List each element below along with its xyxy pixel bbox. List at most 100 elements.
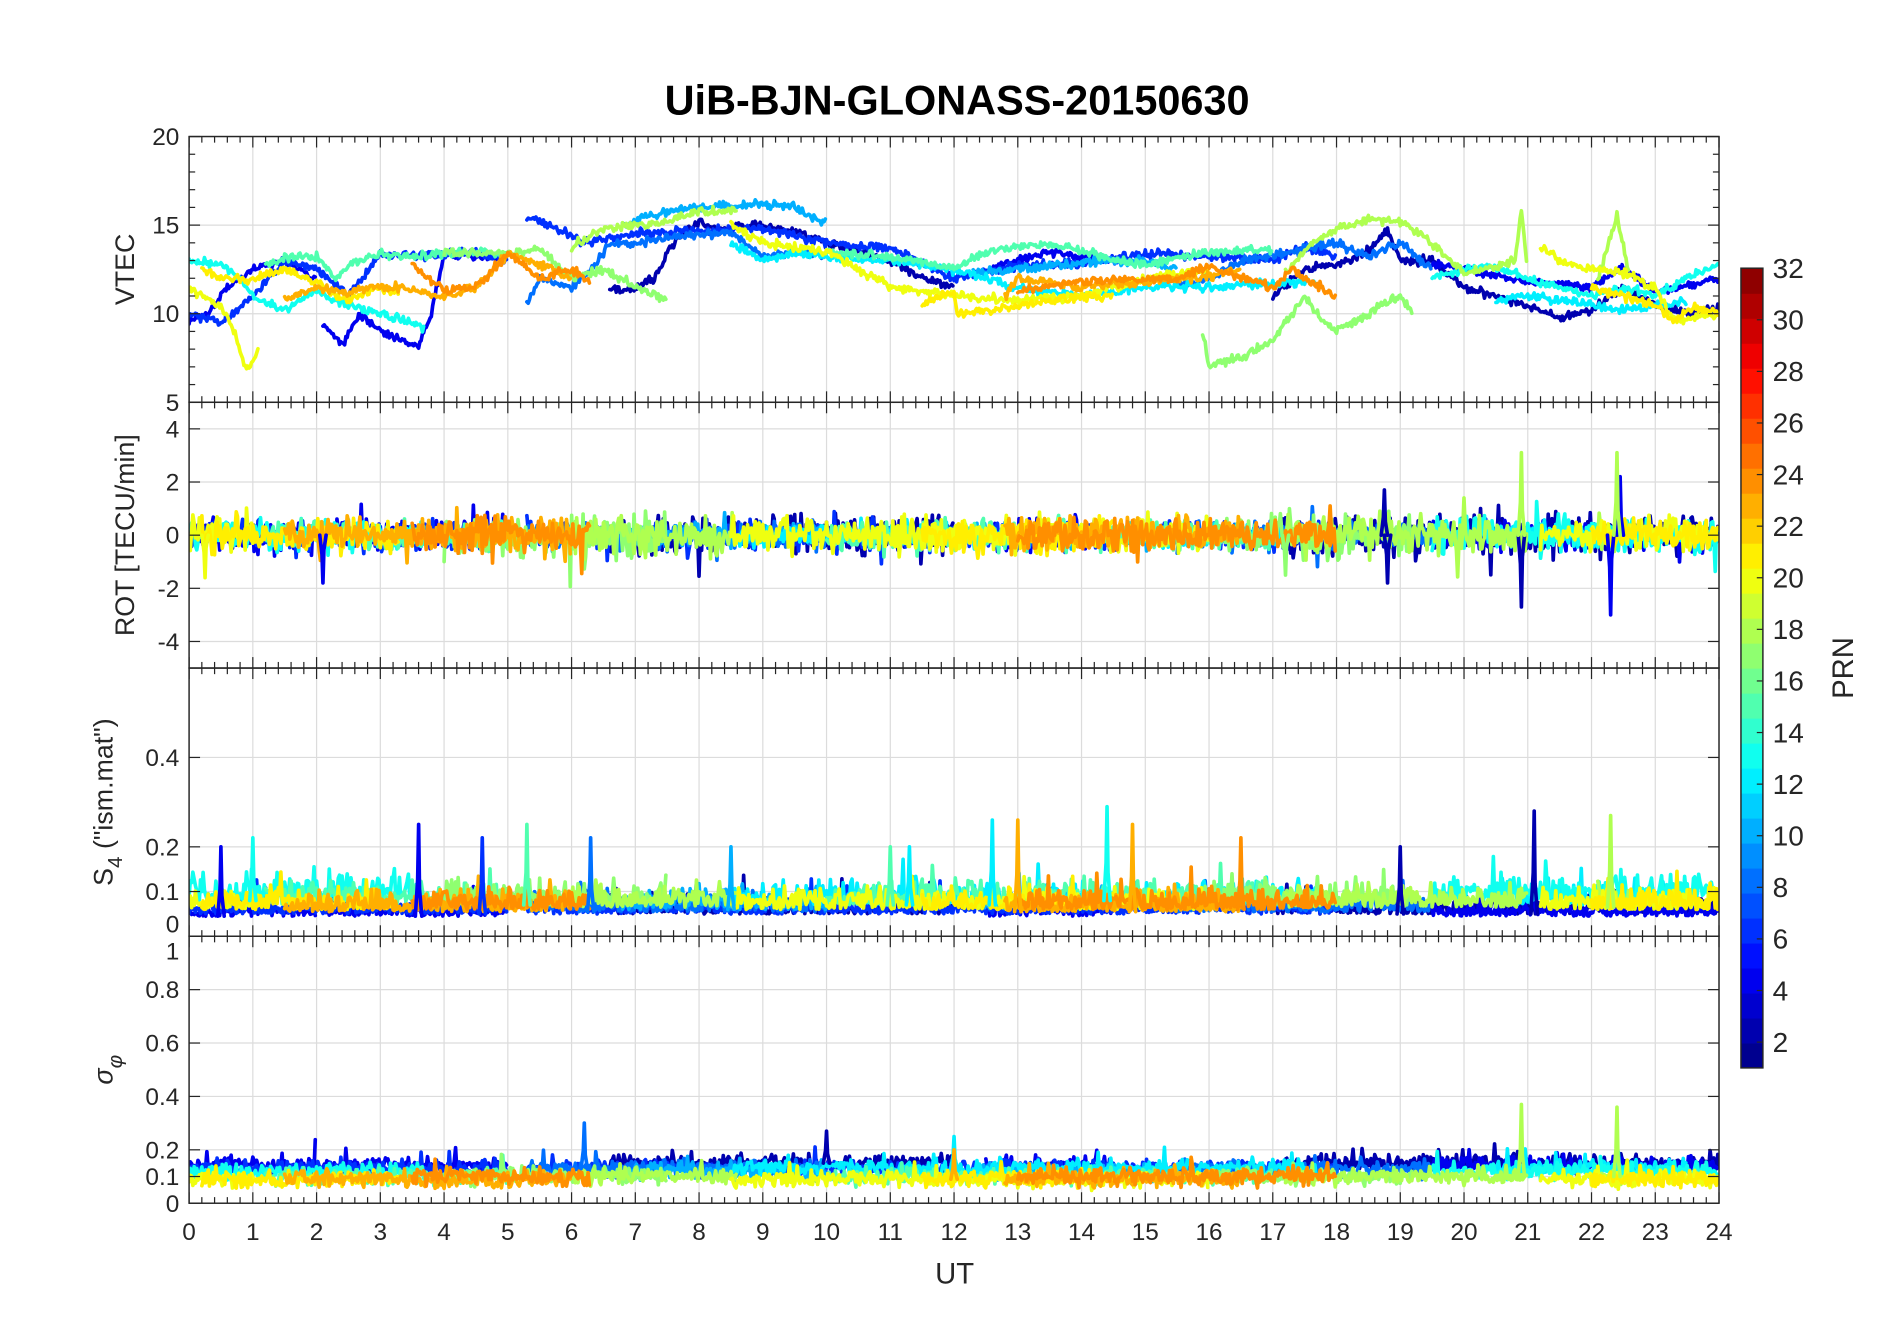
sigma-y-tick-label: 0.1 (145, 1164, 179, 1191)
s4-y-tick-label: 0.2 (145, 834, 179, 861)
colorbar-tick-label: 10 (1773, 820, 1804, 851)
colorbar-level (1740, 842, 1763, 869)
x-tick-label: 1 (246, 1219, 260, 1246)
colorbar-tick-label: 28 (1773, 356, 1804, 387)
colorbar-level (1740, 268, 1763, 294)
s4-line-prn-24 (410, 881, 592, 912)
colorbar-level (1740, 967, 1763, 994)
x-tick-label: 11 (878, 1219, 903, 1246)
s4-spike-prn-13 (1102, 804, 1113, 903)
sigma-y-tick-label: 0.2 (145, 1137, 179, 1164)
s4-spike-prn-15 (885, 845, 896, 907)
vtec-line-prn-23 (1003, 266, 1242, 302)
colorbar-level (1740, 867, 1763, 894)
sigma-line-prn-18 (569, 1158, 738, 1189)
x-tick-label: 12 (940, 1219, 967, 1246)
colorbar-label: PRN (1828, 637, 1860, 699)
vtec-line-prn-18 (569, 204, 738, 253)
panel-vtec: 5 10 15 20 VTEC (110, 124, 1720, 417)
rot-spike-prn-24 (1325, 504, 1336, 537)
rot-line-prn-21 (920, 513, 1114, 561)
colorbar-level (1740, 1017, 1763, 1044)
vtec-y-tick-label: 5 (166, 390, 180, 417)
colorbar-level (1740, 318, 1763, 344)
s4-line-prn-24 (1015, 865, 1338, 912)
sigma-line-prn-12 (729, 1145, 1318, 1181)
s4-spike-prn-4 (215, 845, 227, 918)
rot-y-tick-label: 2 (166, 470, 180, 497)
vtec-line-prn-17 (1200, 293, 1414, 370)
colorbar-tick-label: 2 (1773, 1027, 1789, 1058)
s4-spike-prn-12 (904, 845, 915, 907)
colorbar-level (1740, 668, 1763, 694)
y-label-rest: ("ism.mat") (88, 718, 118, 856)
s4-y-axis-label: S4 ("ism.mat") (88, 718, 127, 886)
colorbar-level (1740, 393, 1763, 419)
colorbar-level (1740, 1042, 1763, 1069)
rot-y-axis-label: ROT [TECU/min] (110, 434, 140, 636)
colorbar-frame (1740, 267, 1764, 1069)
s4-spike-prn-23 (1012, 818, 1023, 914)
colorbar-tick-label: 20 (1773, 563, 1804, 594)
s4-y-tick-label: 0.1 (145, 879, 179, 906)
s4-y-tick-label: 0.4 (145, 745, 179, 772)
colorbar-level (1740, 942, 1763, 969)
x-tick-label: 15 (1132, 1219, 1159, 1246)
colorbar-level (1740, 543, 1763, 569)
s4-y-tick-label: 0 (166, 912, 180, 939)
y-label-main: S (88, 868, 118, 886)
sigma-line-prn-24 (410, 1157, 592, 1189)
x-tick-label: 3 (374, 1219, 388, 1246)
colorbar-level (1740, 593, 1763, 619)
colorbar-tick-label: 24 (1773, 459, 1804, 490)
sigma-line-prn-21 (1589, 1163, 1720, 1190)
s4-series-group (189, 804, 1720, 918)
vtec-y-tick-label: 15 (152, 213, 179, 240)
x-tick-label: 7 (629, 1219, 643, 1246)
vtec-line-prn-18 (1596, 209, 1631, 282)
vtec-line-prn-4 (189, 256, 318, 326)
colorbar-level (1740, 743, 1763, 769)
s4-spike-prn-13 (247, 836, 258, 903)
rot-series-group (189, 450, 1720, 617)
x-tick-label: 10 (813, 1219, 840, 1246)
colorbar-tick-label: 8 (1773, 872, 1789, 903)
s4-line-prn-18 (569, 878, 738, 909)
x-tick-label: 18 (1323, 1219, 1350, 1246)
vtec-y-axis-label: VTEC (110, 234, 140, 305)
x-tick-label: 5 (501, 1219, 515, 1246)
vtec-line-prn-23 (282, 250, 573, 302)
colorbar-level (1740, 718, 1763, 744)
sigma-series-group (189, 1102, 1720, 1193)
colorbar-level (1740, 892, 1763, 919)
s4-spike-prn-18 (1605, 813, 1616, 910)
colorbar-level (1740, 768, 1763, 794)
x-tick-label: 4 (437, 1219, 451, 1246)
rot-spike-prn-4 (317, 533, 328, 585)
colorbar-level (1740, 493, 1763, 519)
colorbar-level (1740, 693, 1763, 719)
sigma-y-axis-label: σφ (88, 1055, 127, 1085)
colorbar-level (1740, 518, 1763, 544)
colorbar-tick-label: 16 (1773, 666, 1804, 697)
vtec-line-prn-13 (1430, 261, 1720, 301)
sigma-line-prn-18 (1283, 1161, 1529, 1189)
x-axis-label: UT (935, 1259, 974, 1291)
s4-spike-prn-12 (987, 818, 998, 907)
vtec-line-prn-15 (824, 240, 1274, 272)
colorbar-level (1740, 917, 1763, 944)
sigma-y-tick-label: 0 (166, 1191, 180, 1218)
sigma-spike-prn-18 (1611, 1105, 1622, 1179)
x-tick-label: 22 (1578, 1219, 1605, 1246)
rot-y-tick-label: 0 (166, 523, 180, 550)
rot-y-tick-label: -4 (158, 629, 180, 656)
x-tick-label: 16 (1195, 1219, 1222, 1246)
colorbar-tick-label: 26 (1773, 408, 1804, 439)
rot-spike-prn-18 (1516, 450, 1527, 537)
sigma-spike-prn-18 (1516, 1102, 1527, 1179)
rot-spike-prn-20 (200, 533, 211, 580)
s4-spike-prn-10 (725, 845, 736, 912)
colorbar-tick-label: 4 (1773, 975, 1789, 1006)
